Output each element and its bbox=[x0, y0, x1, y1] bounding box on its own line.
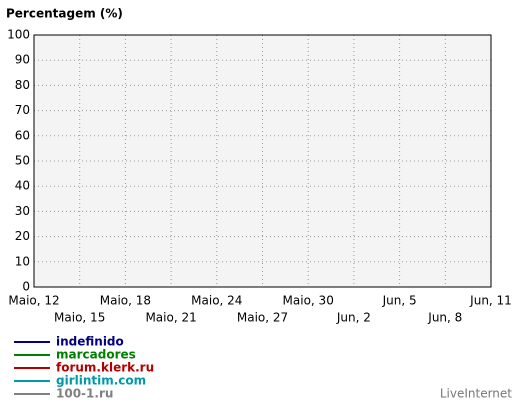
x-tick-label: Jun, 2 bbox=[336, 311, 371, 325]
x-tick-label: Maio, 24 bbox=[191, 294, 242, 308]
y-tick-label: 80 bbox=[15, 78, 30, 92]
legend-label: forum.klerk.ru bbox=[56, 361, 154, 375]
x-tick-label: Jun, 8 bbox=[427, 311, 462, 325]
watermark: LiveInternet bbox=[440, 387, 512, 401]
y-tick-label: 70 bbox=[15, 103, 30, 117]
x-tick-label: Maio, 12 bbox=[8, 294, 59, 308]
x-tick-label: Maio, 15 bbox=[54, 311, 105, 325]
y-tick-label: 30 bbox=[15, 204, 30, 218]
x-tick-label: Maio, 27 bbox=[237, 311, 288, 325]
legend-label: indefinido bbox=[56, 335, 124, 349]
plot-border bbox=[33, 34, 492, 288]
x-tick-label: Maio, 30 bbox=[283, 294, 334, 308]
legend-label: 100-1.ru bbox=[56, 387, 113, 401]
y-tick-label: 60 bbox=[15, 128, 30, 142]
x-tick-label: Jun, 11 bbox=[469, 294, 512, 308]
y-tick-label: 0 bbox=[22, 280, 30, 294]
legend-label: girlintim.com bbox=[56, 374, 146, 388]
x-tick-label: Maio, 18 bbox=[100, 294, 151, 308]
y-tick-label: 40 bbox=[15, 179, 30, 193]
chart-title: Percentagem (%) bbox=[6, 7, 123, 21]
y-tick-label: 90 bbox=[15, 53, 30, 67]
y-tick-label: 50 bbox=[15, 154, 30, 168]
y-tick-label: 10 bbox=[15, 254, 30, 268]
legend-label: marcadores bbox=[56, 348, 136, 362]
x-tick-label: Jun, 5 bbox=[382, 294, 417, 308]
x-tick-label: Maio, 21 bbox=[145, 311, 196, 325]
y-tick-label: 100 bbox=[7, 28, 30, 42]
y-tick-label: 20 bbox=[15, 229, 30, 243]
